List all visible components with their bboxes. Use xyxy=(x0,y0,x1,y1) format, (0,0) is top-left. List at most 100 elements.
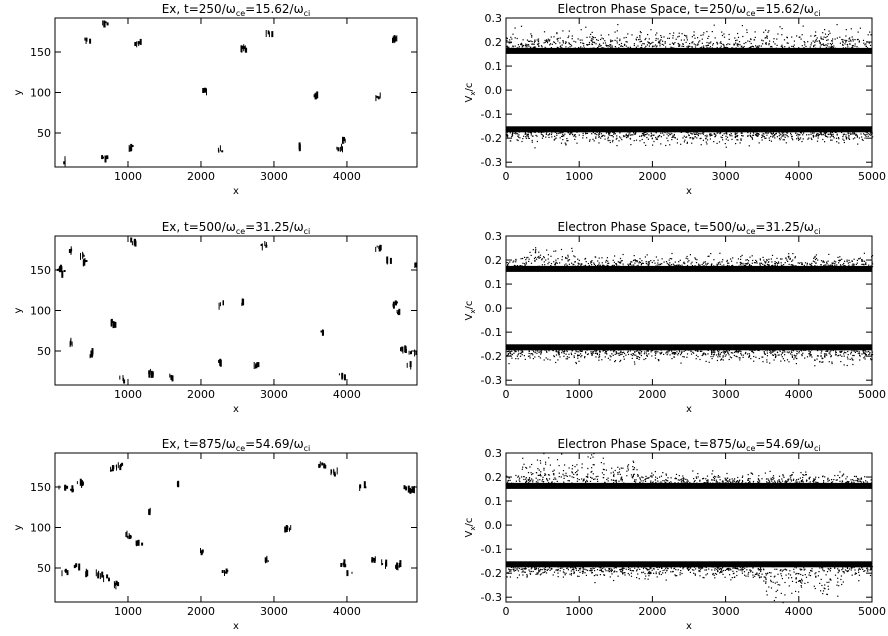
field-feature-10 xyxy=(298,142,301,150)
particle xyxy=(642,480,644,482)
particle xyxy=(511,132,514,134)
particle xyxy=(563,355,565,357)
particle xyxy=(677,348,679,350)
particle xyxy=(852,47,854,49)
particle xyxy=(651,483,653,485)
particle xyxy=(634,133,636,135)
particle xyxy=(774,484,776,486)
particle xyxy=(619,130,621,132)
particle xyxy=(846,364,848,367)
particle xyxy=(545,130,547,133)
particle xyxy=(659,42,661,44)
particle xyxy=(859,266,861,268)
particle xyxy=(597,480,599,482)
particle xyxy=(721,483,723,485)
particle xyxy=(626,475,628,477)
particle xyxy=(507,129,509,131)
particle xyxy=(726,347,728,349)
particle xyxy=(864,356,866,358)
field-feature-19 xyxy=(318,463,321,468)
particle xyxy=(824,141,826,143)
particle xyxy=(798,139,800,141)
particle xyxy=(827,48,829,50)
particle xyxy=(766,134,768,136)
particle xyxy=(861,267,863,269)
particle xyxy=(621,480,623,482)
particle xyxy=(756,485,758,487)
particle xyxy=(656,48,658,50)
particle xyxy=(521,476,523,478)
particle xyxy=(827,477,829,479)
particle xyxy=(525,47,527,49)
particle xyxy=(800,266,802,268)
particle xyxy=(860,481,862,483)
particle xyxy=(867,135,869,137)
particle xyxy=(834,264,836,266)
particle xyxy=(665,49,667,51)
particle xyxy=(572,348,574,350)
particle xyxy=(556,33,558,35)
particle xyxy=(577,258,579,260)
particle xyxy=(656,485,658,487)
particle xyxy=(508,266,510,268)
particle xyxy=(551,347,553,349)
particle xyxy=(797,136,799,138)
particle xyxy=(864,134,866,136)
particle xyxy=(722,359,724,361)
particle xyxy=(684,50,686,52)
particle xyxy=(781,258,783,260)
particle xyxy=(845,134,847,136)
particle xyxy=(598,136,600,138)
particle xyxy=(669,43,671,45)
particle xyxy=(677,482,679,484)
particle xyxy=(815,481,817,483)
particle xyxy=(616,135,618,137)
particle xyxy=(520,130,522,132)
particle xyxy=(775,47,777,49)
particle xyxy=(719,479,721,481)
particle xyxy=(656,264,658,266)
particle xyxy=(594,478,596,480)
particle xyxy=(619,266,621,269)
particle xyxy=(776,129,778,131)
particle xyxy=(774,356,777,359)
particle xyxy=(703,482,705,484)
particle xyxy=(553,484,555,486)
particle xyxy=(706,475,709,477)
particle xyxy=(749,132,752,134)
particle xyxy=(773,477,775,479)
particle xyxy=(685,257,687,259)
particle xyxy=(550,263,553,265)
particle xyxy=(688,266,690,268)
particle xyxy=(607,262,609,264)
particle xyxy=(517,358,519,360)
particle xyxy=(725,138,727,140)
particle xyxy=(776,38,778,40)
particle xyxy=(581,47,583,49)
particle xyxy=(602,42,604,44)
particle xyxy=(598,134,600,136)
particle xyxy=(813,481,815,483)
particle xyxy=(843,262,845,264)
particle xyxy=(716,142,718,144)
particle xyxy=(814,478,816,480)
particle xyxy=(542,135,544,137)
particle xyxy=(792,471,794,474)
particle xyxy=(809,481,811,483)
particle xyxy=(851,481,853,483)
particle xyxy=(726,136,729,138)
particle xyxy=(640,40,643,42)
particle xyxy=(835,348,837,350)
x-tick-label: 2000 xyxy=(187,170,215,183)
particle xyxy=(689,348,691,350)
particle xyxy=(737,43,740,45)
particle xyxy=(538,45,540,47)
field-feature-1 xyxy=(70,488,73,491)
particle xyxy=(661,266,663,269)
particle xyxy=(537,479,539,481)
field-feature-24 xyxy=(409,361,412,368)
particle xyxy=(707,44,709,46)
particle xyxy=(842,134,844,136)
particle xyxy=(836,479,838,481)
particle xyxy=(579,348,582,350)
